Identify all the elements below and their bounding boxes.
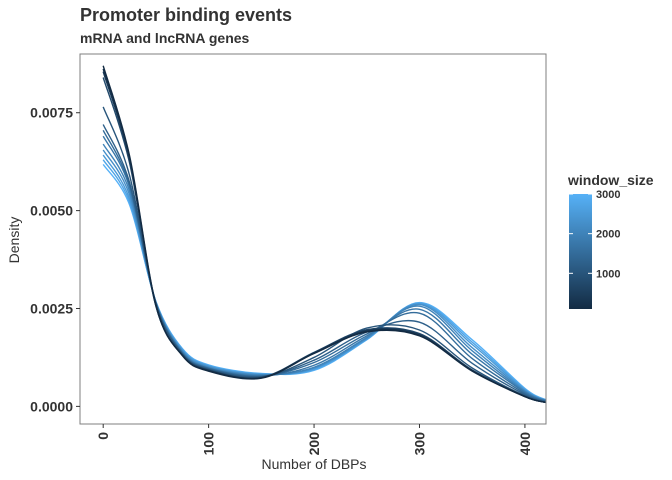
y-tick-label: 0.0075: [30, 105, 73, 121]
x-axis: 0 100 200 300 400: [95, 424, 533, 455]
series-layer: [102, 65, 546, 404]
density-line-window-2000: [102, 143, 546, 402]
y-axis-title: Density: [6, 217, 22, 264]
legend-label: 2000: [596, 229, 620, 241]
y-tick-label: 0.0025: [30, 300, 73, 316]
legend: window_size 1000 2000 3000: [567, 172, 654, 309]
y-axis: 0.0000 0.0025 0.0050 0.0075: [30, 105, 80, 414]
legend-label: 3000: [596, 189, 620, 201]
x-tick-label: 300: [411, 432, 427, 456]
x-axis-title: Number of DBPs: [261, 456, 366, 472]
x-tick-label: 200: [306, 432, 322, 456]
density-line-window-1750: [102, 135, 546, 402]
legend-colorbar: [569, 194, 592, 309]
x-tick-label: 0: [95, 432, 111, 440]
chart-subtitle: mRNA and lncRNA genes: [80, 30, 250, 46]
x-tick-label: 100: [201, 432, 217, 456]
y-tick-label: 0.0000: [30, 398, 73, 414]
density-line-window-100: [102, 65, 546, 404]
plot-panel-border: [79, 53, 547, 425]
legend-label: 1000: [596, 268, 620, 280]
chart-title: Promoter binding events: [80, 5, 292, 25]
legend-ticks: 1000 2000 3000: [569, 189, 620, 280]
x-tick-label: 400: [517, 432, 533, 456]
legend-title: window_size: [567, 172, 654, 188]
y-tick-label: 0.0050: [30, 203, 73, 219]
